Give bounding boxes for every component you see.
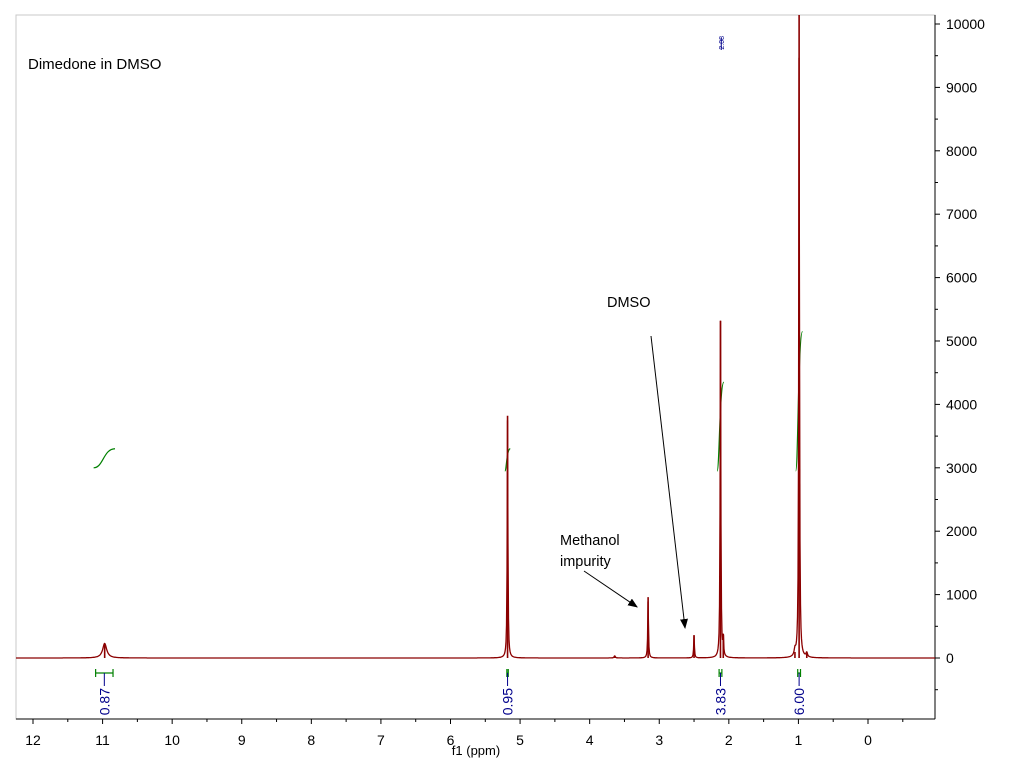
y-tick-label: 6000 [946, 270, 977, 286]
integral-value-label: 6.00 [791, 688, 807, 715]
annotation-dmso-label: DMSO [607, 295, 651, 311]
x-tick-label: 8 [307, 732, 315, 748]
x-tick-label: 7 [377, 732, 385, 748]
x-tick-label: 12 [25, 732, 41, 748]
x-axis: 12 11 10 9 8 7 6 5 4 3 2 1 0 [16, 718, 935, 748]
y-tick-label: 7000 [946, 206, 977, 222]
y-tick-label: 2000 [946, 523, 977, 539]
y-tick-label: 4000 [946, 396, 977, 412]
y-tick-label: 8000 [946, 143, 977, 159]
x-tick-label: 6 [447, 732, 455, 748]
x-tick-label: 3 [655, 732, 663, 748]
integral-value-label: 0.87 [96, 688, 112, 715]
y-tick-label: 1000 [946, 587, 977, 603]
x-tick-label: 4 [586, 732, 594, 748]
annotation-dmso-arrow [650, 335, 688, 629]
peak-label-text: 2.08 [719, 36, 726, 50]
annotation-methanol-arrow [583, 570, 638, 608]
x-tick-label: 11 [95, 732, 110, 748]
x-tick-label: 0 [864, 732, 872, 748]
chart-title: Dimedone in DMSO [28, 56, 161, 73]
y-tick-label: 0 [946, 650, 954, 666]
y-tick-label: 10000 [946, 16, 985, 32]
spectrum-line [16, 57, 935, 659]
integral-group: 0.87 0.95 3.83 6.00 [93, 330, 807, 715]
integral-value-label: 0.95 [500, 688, 516, 715]
x-tick-label: 10 [164, 732, 180, 748]
annotation-methanol-label: impurity [560, 554, 612, 570]
annotation-methanol-label: Methanol [560, 533, 620, 549]
y-tick-label: 3000 [946, 460, 977, 476]
x-tick-label: 1 [795, 732, 803, 748]
y-tick-label: 5000 [946, 333, 977, 349]
peak-label-group: 2.08 [719, 36, 726, 50]
integral-value-label: 3.83 [712, 688, 728, 715]
y-tick-label: 9000 [946, 79, 977, 95]
integral-curve [93, 448, 116, 469]
annotation-group: DMSO Methanol impurity [560, 295, 688, 629]
y-axis: 0 1000 2000 3000 4000 5000 6000 7000 8000 9000 100… [934, 15, 985, 719]
spectrum-group [16, 15, 935, 659]
x-axis-title: f1 (ppm) [452, 743, 500, 758]
x-tick-label: 2 [725, 732, 733, 748]
x-tick-label: 5 [516, 732, 524, 748]
x-tick-label: 9 [238, 732, 246, 748]
